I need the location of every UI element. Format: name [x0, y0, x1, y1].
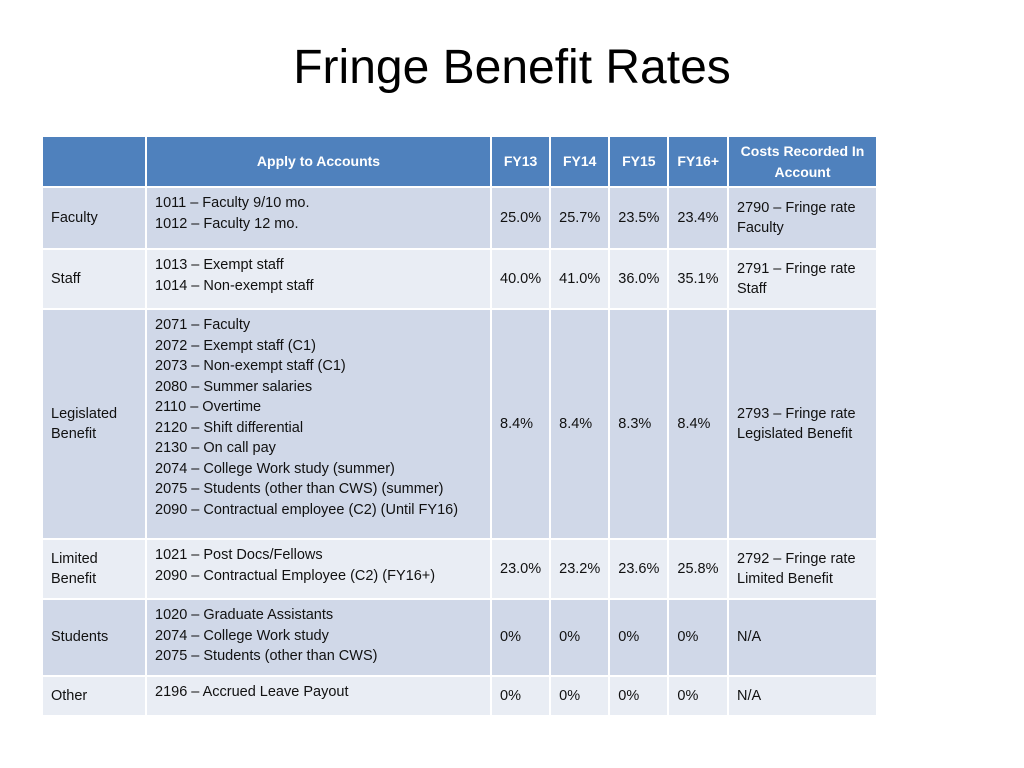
- accounts-cell: 2196 – Accrued Leave Payout: [147, 677, 490, 715]
- cost-cell: 2790 – Fringe rate Faculty: [729, 188, 877, 248]
- rate-cell: 0%: [551, 677, 609, 715]
- cell-line: 2130 – On call pay: [155, 440, 276, 456]
- rate-cell: 0%: [492, 677, 550, 715]
- cost-cell: N/A: [729, 677, 877, 715]
- cell-line: Benefit: [51, 571, 97, 587]
- accounts-cell: 1021 – Post Docs/Fellows 2090 – Contractu…: [147, 540, 490, 598]
- rate-cell: 8.4%: [669, 310, 728, 538]
- rate-cell: 40.0%: [492, 250, 550, 308]
- header-cell: [43, 137, 145, 186]
- cell-line: 2793 – Fringe rate: [737, 405, 856, 422]
- cell-line: 2075 – Students (other than CWS): [155, 648, 378, 664]
- row-label: Other: [43, 677, 145, 715]
- accounts-cell: 1013 – Exempt staff 1014 – Non-exempt sta…: [147, 250, 490, 308]
- cost-cell: 2793 – Fringe rate Legislated Benefit: [729, 310, 877, 538]
- cell-line: Staff: [737, 281, 767, 297]
- cost-cell: 2792 – Fringe rate Limited Benefit: [729, 540, 877, 598]
- cost-cell: N/A: [729, 600, 877, 675]
- cell-line: N/A: [737, 687, 762, 704]
- rate-cell: 25.0%: [492, 188, 550, 248]
- row-label: Limited Benefit: [43, 540, 145, 598]
- cell-line: 2080 – Summer salaries: [155, 378, 313, 395]
- rate-cell: 8.4%: [551, 310, 609, 538]
- header-row: Apply to Accounts FY13 FY14 FY15 FY16+ Costs …: [43, 137, 877, 186]
- cell-line: 2196 – Accrued Leave Payout: [155, 684, 349, 700]
- cell-line: 1012 – Faculty 12 mo.: [155, 215, 299, 232]
- cell-line: 1021 – Post Docs/Fellows: [155, 547, 323, 563]
- cell-line: 2073 – Non-exempt staff (C1): [155, 358, 346, 374]
- rate-cell: 0%: [669, 677, 728, 715]
- table-row: Faculty 1011 – Faculty 9/10 mo. 1012 – Fac…: [43, 188, 877, 248]
- rate-cell: 23.2%: [551, 540, 609, 598]
- cell-line: 2791 – Fringe rate: [737, 260, 856, 277]
- cell-line: Benefit: [51, 426, 97, 442]
- cell-line: 2792 – Fringe rate: [737, 550, 856, 567]
- cell-line: 2075 – Students (other than CWS) (summer…: [155, 481, 444, 497]
- row-label: Legislated Benefit: [43, 310, 145, 538]
- title: Fringe Benefit Rates: [293, 41, 731, 94]
- row-label: Students: [43, 600, 145, 675]
- rate-cell: 0%: [551, 600, 609, 675]
- rate-cell: 41.0%: [551, 250, 609, 308]
- cell-line: Legislated: [51, 405, 118, 422]
- header-cell: Costs Recorded In Account: [729, 137, 877, 186]
- rate-cell: 23.6%: [610, 540, 668, 598]
- row-label: Staff: [43, 250, 145, 308]
- cell-line: Students: [51, 629, 109, 646]
- accounts-cell: 1020 – Graduate Assistants 2074 – College…: [147, 600, 490, 675]
- header-cell: FY16+: [669, 137, 728, 186]
- cell-line: 2090 – Contractual Employee (C2) (FY16+): [155, 567, 436, 584]
- header-cell: FY15: [610, 137, 668, 186]
- rate-cell: 0%: [669, 600, 728, 675]
- cell-line: 1014 – Non-exempt staff: [155, 277, 314, 294]
- accounts-cell: 1011 – Faculty 9/10 mo. 1012 – Faculty 12…: [147, 188, 490, 248]
- rate-cell: 36.0%: [610, 250, 668, 308]
- cell-line: 2090 – Contractual employee (C2) (Until …: [155, 501, 459, 518]
- cell-line: Faculty: [51, 209, 98, 226]
- table-row: Legislated Benefit 2071 – Faculty 2072 – Ex…: [43, 310, 877, 538]
- rate-cell: 35.1%: [669, 250, 728, 308]
- cell-line: 2074 – College Work study (summer): [155, 460, 395, 477]
- table-row: Limited Benefit 1021 – Post Docs/Fellows 20…: [43, 540, 877, 598]
- cell-line: Limited: [51, 550, 98, 567]
- cell-line: Limited Benefit: [737, 571, 833, 587]
- cell-line: 2072 – Exempt staff (C1): [155, 337, 316, 354]
- rate-cell: 23.4%: [669, 188, 728, 248]
- rate-cell: 0%: [610, 677, 668, 715]
- cell-line: 2120 – Shift differential: [155, 419, 304, 436]
- cell-line: 1020 – Graduate Assistants: [155, 607, 334, 623]
- cell-line: Legislated Benefit: [737, 426, 853, 442]
- rate-cell: 23.5%: [610, 188, 668, 248]
- rate-cell: 0%: [492, 600, 550, 675]
- header-cell: FY13: [492, 137, 550, 186]
- cell-line: N/A: [737, 629, 762, 646]
- table-row: Staff 1013 – Exempt staff 1014 – Non-exemp…: [43, 250, 877, 308]
- cell-line: Other: [51, 687, 88, 704]
- rate-cell: 25.8%: [669, 540, 728, 598]
- fringe-table: Apply to Accounts FY13 FY14 FY15 FY16+ Costs …: [41, 135, 878, 717]
- cell-line: Staff: [51, 270, 81, 287]
- cell-line: 1013 – Exempt staff: [155, 257, 284, 273]
- cell-line: 1011 – Faculty 9/10 mo.: [155, 195, 310, 211]
- cell-line: 2110 – Overtime: [155, 399, 262, 415]
- table-row: Students 1020 – Graduate Assistants 2074 –…: [43, 600, 877, 675]
- table-row: Other 2196 – Accrued Leave Payout 0% 0% 0% 0%…: [43, 677, 877, 715]
- cost-cell: 2791 – Fringe rate Staff: [729, 250, 877, 308]
- header-cell: FY14: [551, 137, 609, 186]
- rate-cell: 23.0%: [492, 540, 550, 598]
- cell-line: 2074 – College Work study: [155, 627, 329, 644]
- cell-line: 2071 – Faculty: [155, 317, 251, 333]
- accounts-cell: 2071 – Faculty 2072 – Exempt staff (C1) 20…: [147, 310, 490, 538]
- row-label: Faculty: [43, 188, 145, 248]
- rate-cell: 8.3%: [610, 310, 668, 538]
- rate-cell: 8.4%: [492, 310, 550, 538]
- cell-line: 2790 – Fringe rate: [737, 199, 856, 216]
- rate-cell: 25.7%: [551, 188, 609, 248]
- cell-line: Faculty: [737, 220, 784, 236]
- header-cell: Apply to Accounts: [147, 137, 490, 186]
- rate-cell: 0%: [610, 600, 668, 675]
